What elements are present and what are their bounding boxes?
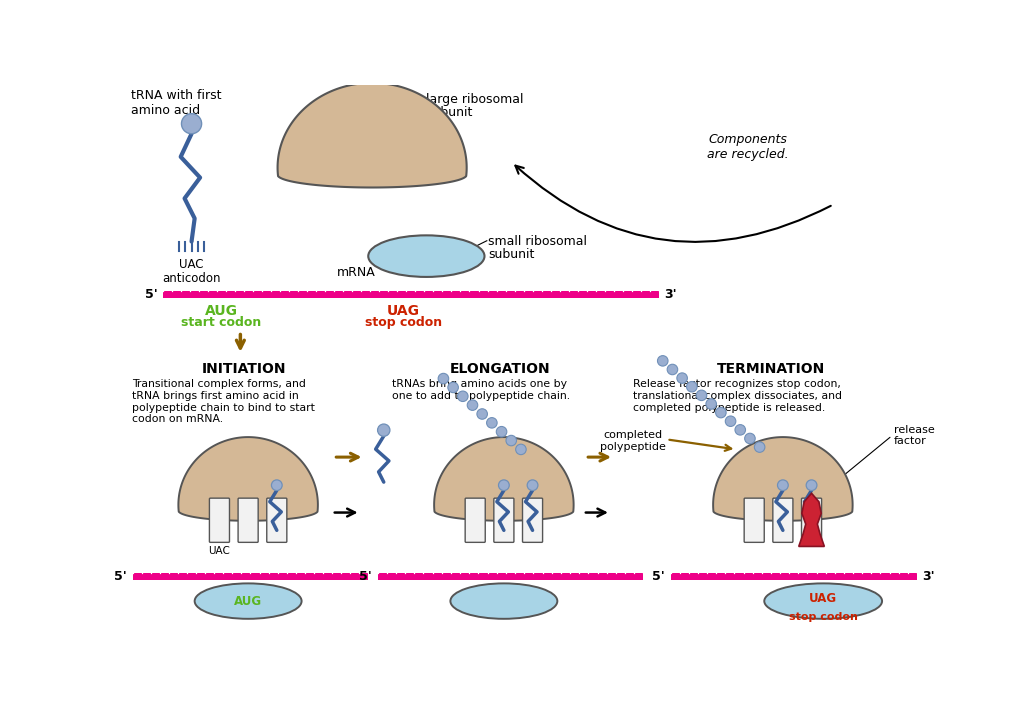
Circle shape — [677, 373, 687, 383]
FancyBboxPatch shape — [773, 498, 793, 542]
Circle shape — [527, 480, 538, 491]
Text: Transitional complex forms, and
tRNA brings first amino acid in
polypeptide chai: Transitional complex forms, and tRNA bri… — [132, 379, 314, 424]
Polygon shape — [713, 437, 853, 520]
FancyBboxPatch shape — [802, 498, 821, 542]
Text: release
factor: release factor — [894, 425, 935, 447]
Text: TERMINATION: TERMINATION — [717, 362, 825, 376]
Text: AUG: AUG — [205, 304, 238, 318]
FancyBboxPatch shape — [522, 498, 543, 542]
Circle shape — [447, 382, 459, 393]
FancyBboxPatch shape — [465, 498, 485, 542]
Ellipse shape — [369, 235, 484, 277]
Ellipse shape — [195, 584, 302, 619]
Bar — [133, 572, 369, 580]
Circle shape — [657, 356, 668, 366]
Text: subunit: subunit — [488, 248, 535, 261]
Text: Release factor recognizes stop codon,
translational complex dissociates, and
com: Release factor recognizes stop codon, tr… — [633, 379, 843, 413]
Circle shape — [378, 424, 390, 437]
Text: large ribosomal: large ribosomal — [426, 93, 524, 106]
Circle shape — [467, 400, 478, 410]
Circle shape — [668, 364, 678, 375]
Circle shape — [755, 442, 765, 452]
Text: 5': 5' — [144, 288, 158, 301]
Circle shape — [497, 427, 507, 437]
Text: stop codon: stop codon — [788, 612, 858, 622]
Circle shape — [499, 480, 509, 491]
Text: Components
are recycled.: Components are recycled. — [708, 133, 788, 161]
Circle shape — [458, 391, 468, 402]
Text: subunit: subunit — [426, 106, 473, 119]
Text: ELONGATION: ELONGATION — [450, 362, 550, 376]
Text: start codon: start codon — [181, 316, 261, 329]
Polygon shape — [799, 493, 824, 547]
Text: tRNAs bring amino acids one by
one to add to polypeptide chain.: tRNAs bring amino acids one by one to ad… — [391, 379, 569, 401]
Text: mRNA: mRNA — [337, 266, 376, 279]
Text: anticodon: anticodon — [162, 273, 221, 285]
Text: completed
polypeptide: completed polypeptide — [600, 430, 667, 452]
Bar — [671, 572, 916, 580]
Circle shape — [516, 444, 526, 454]
Bar — [163, 291, 658, 298]
Circle shape — [716, 408, 726, 418]
Polygon shape — [434, 437, 573, 520]
Circle shape — [725, 416, 736, 427]
Text: INITIATION: INITIATION — [202, 362, 287, 376]
FancyBboxPatch shape — [210, 498, 229, 542]
FancyBboxPatch shape — [267, 498, 287, 542]
Circle shape — [777, 480, 788, 491]
Text: stop codon: stop codon — [365, 316, 441, 329]
Circle shape — [438, 373, 449, 384]
Circle shape — [477, 409, 487, 419]
Circle shape — [744, 433, 756, 444]
Circle shape — [706, 399, 717, 409]
FancyBboxPatch shape — [494, 498, 514, 542]
Polygon shape — [278, 83, 467, 187]
Text: small ribosomal: small ribosomal — [488, 235, 588, 248]
Text: 5': 5' — [115, 570, 127, 583]
Text: 3': 3' — [665, 288, 677, 301]
Text: tRNA with first
amino acid: tRNA with first amino acid — [131, 89, 221, 117]
FancyBboxPatch shape — [744, 498, 764, 542]
Circle shape — [735, 425, 745, 435]
Circle shape — [686, 381, 697, 392]
Bar — [378, 572, 643, 580]
Circle shape — [271, 480, 283, 491]
Text: UAC: UAC — [209, 547, 230, 557]
Circle shape — [506, 435, 516, 446]
Circle shape — [486, 417, 497, 428]
FancyBboxPatch shape — [239, 498, 258, 542]
Text: 5': 5' — [652, 570, 665, 583]
Polygon shape — [178, 437, 317, 520]
Text: AUG: AUG — [234, 594, 262, 608]
Text: 3': 3' — [923, 570, 935, 583]
Text: UAG: UAG — [809, 591, 838, 604]
Circle shape — [181, 114, 202, 133]
Ellipse shape — [451, 584, 557, 619]
Text: 5': 5' — [359, 570, 372, 583]
Ellipse shape — [764, 584, 882, 619]
Circle shape — [806, 480, 817, 491]
Text: UAC: UAC — [179, 258, 204, 271]
Circle shape — [696, 390, 707, 400]
Text: UAG: UAG — [387, 304, 420, 318]
